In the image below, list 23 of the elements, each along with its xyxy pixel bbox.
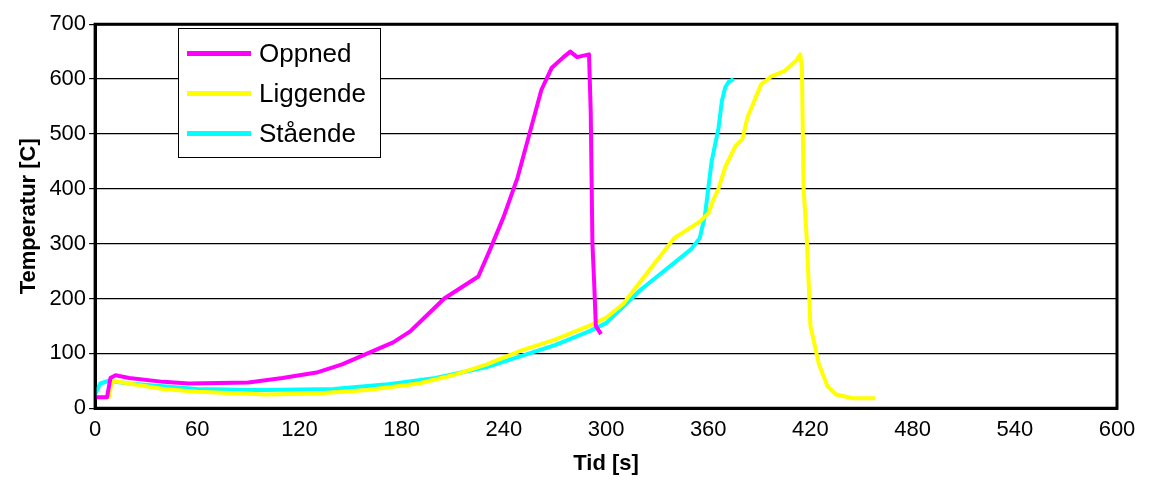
y-tick-label: 300 bbox=[49, 229, 87, 255]
y-tick-label: 700 bbox=[49, 10, 87, 36]
legend-label: Stående bbox=[259, 117, 356, 150]
x-tick-label: 360 bbox=[689, 416, 727, 442]
x-tick-label: 300 bbox=[587, 416, 625, 442]
x-tick-label: 240 bbox=[485, 416, 523, 442]
y-tick-label: 100 bbox=[49, 339, 87, 365]
y-tick-label: 400 bbox=[49, 174, 87, 200]
legend-label: Oppned bbox=[259, 37, 352, 70]
x-tick-label: 420 bbox=[792, 416, 829, 442]
y-axis-title: Temperatur [C] bbox=[15, 138, 41, 295]
x-tick-label: 540 bbox=[996, 416, 1034, 442]
x-tick-label: 600 bbox=[1098, 416, 1136, 442]
x-axis-title: Tid [s] bbox=[573, 449, 639, 475]
x-tick-label: 60 bbox=[185, 416, 210, 442]
x-tick-label: 480 bbox=[894, 416, 931, 442]
y-tick-label: 0 bbox=[73, 394, 87, 420]
y-tick-label: 500 bbox=[49, 119, 87, 145]
y-tick-label: 200 bbox=[49, 284, 87, 310]
x-tick-label: 180 bbox=[383, 416, 421, 442]
y-tick-label: 600 bbox=[49, 65, 87, 91]
x-tick-label: 120 bbox=[281, 416, 318, 442]
legend-label: Liggende bbox=[259, 77, 366, 110]
